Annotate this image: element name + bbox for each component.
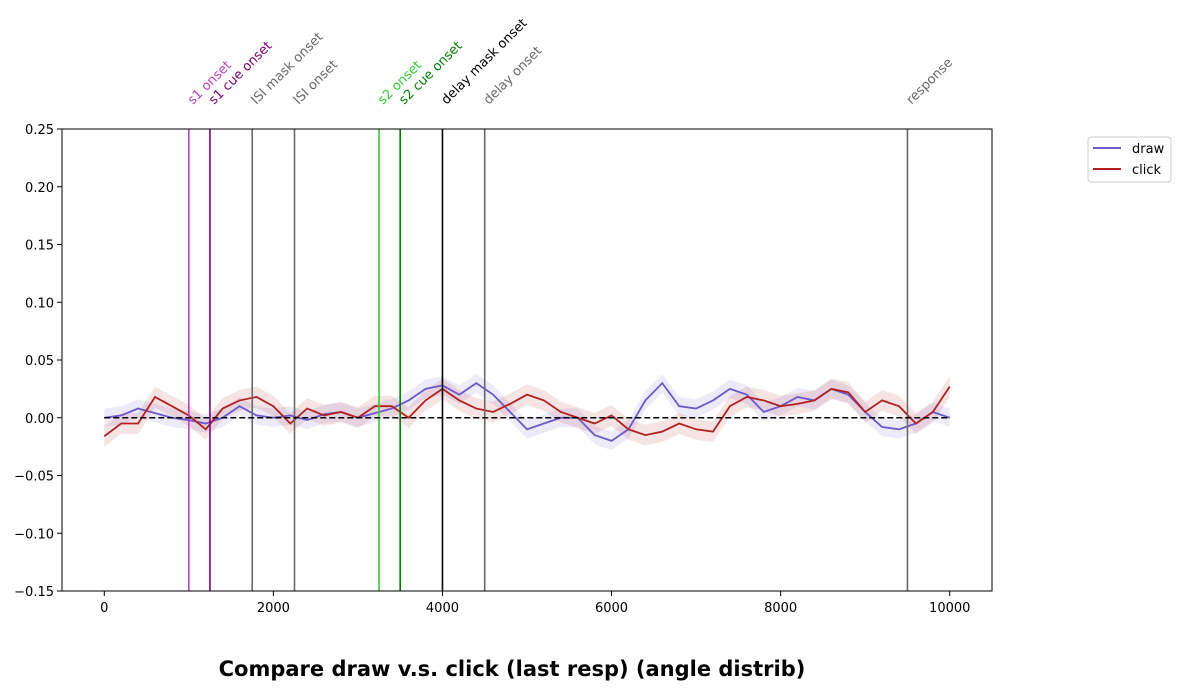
x-tick-label: 8000 [764, 601, 797, 616]
y-tick-label: 0.00 [25, 412, 54, 427]
data-line [104, 381, 951, 442]
error-band [104, 376, 950, 447]
y-tick-label: 0.20 [25, 181, 54, 196]
plot-frame [61, 128, 993, 592]
y-tick-label: 0.10 [25, 296, 54, 311]
y-tick-label: −0.05 [14, 470, 54, 485]
chart-title: Compare draw v.s. click (last resp) (ang… [219, 657, 806, 681]
y-tick-label: −0.10 [14, 527, 54, 542]
x-tick-label: 2000 [257, 601, 290, 616]
event-label: ISI mask onset [248, 30, 326, 108]
y-tick-label: 0.15 [25, 239, 54, 254]
x-tick-label: 10000 [929, 601, 970, 616]
x-tick-label: 4000 [426, 601, 459, 616]
x-tick-label: 0 [100, 601, 108, 616]
legend-label: draw [1132, 142, 1165, 157]
y-tick-label: 0.05 [25, 354, 54, 369]
legend-label: click [1132, 163, 1162, 178]
data-line [103, 386, 951, 437]
x-tick-label: 6000 [595, 601, 628, 616]
y-tick-label: 0.25 [25, 123, 54, 138]
error-band [104, 373, 950, 451]
y-tick-label: −0.15 [14, 585, 54, 600]
event-label: response [904, 55, 956, 107]
